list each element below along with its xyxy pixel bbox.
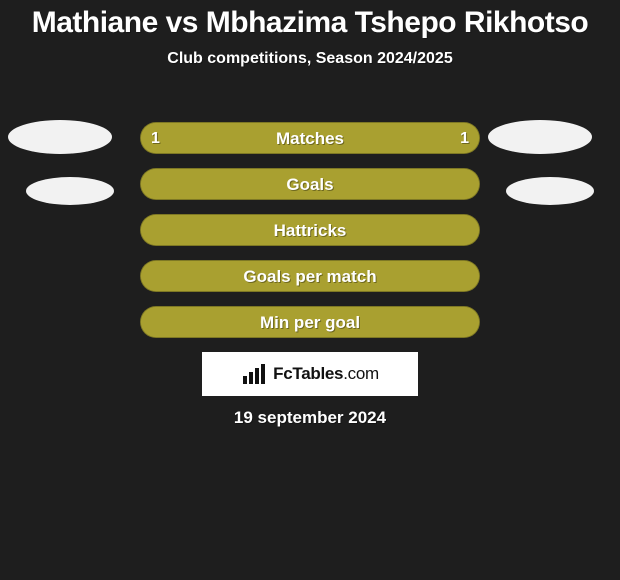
stat-row-min-per-goal: Min per goal — [0, 306, 620, 352]
bar-track: Hattricks — [140, 214, 480, 246]
brand-light: .com — [343, 364, 379, 383]
stat-row-matches: 1 1 Matches — [0, 122, 620, 168]
bar-left — [141, 261, 310, 291]
bars-chart-icon — [241, 362, 269, 386]
bar-right — [310, 169, 479, 199]
comparison-infographic: Mathiane vs Mbhazima Tshepo Rikhotso Clu… — [0, 0, 620, 580]
bar-right — [310, 123, 479, 153]
page-title: Mathiane vs Mbhazima Tshepo Rikhotso — [0, 0, 620, 40]
brand-bold: FcTables — [273, 364, 343, 383]
bar-track: 1 1 Matches — [140, 122, 480, 154]
subtitle: Club competitions, Season 2024/2025 — [0, 50, 620, 68]
date-text: 19 september 2024 — [0, 408, 620, 428]
value-left: 1 — [151, 123, 160, 155]
value-right: 1 — [460, 123, 469, 155]
bar-left — [141, 215, 310, 245]
bar-right — [310, 215, 479, 245]
stat-rows: 1 1 Matches Goals Hattricks Goa — [0, 122, 620, 352]
bar-right — [310, 261, 479, 291]
stat-row-goals-per-match: Goals per match — [0, 260, 620, 306]
brand-text: FcTables.com — [273, 364, 379, 384]
stat-row-hattricks: Hattricks — [0, 214, 620, 260]
bar-right — [310, 307, 479, 337]
bar-left — [141, 169, 310, 199]
bar-left — [141, 307, 310, 337]
bar-track: Min per goal — [140, 306, 480, 338]
bar-track: Goals — [140, 168, 480, 200]
stat-row-goals: Goals — [0, 168, 620, 214]
bar-track: Goals per match — [140, 260, 480, 292]
brand-logo-card: FcTables.com — [202, 352, 418, 396]
bar-left — [141, 123, 310, 153]
